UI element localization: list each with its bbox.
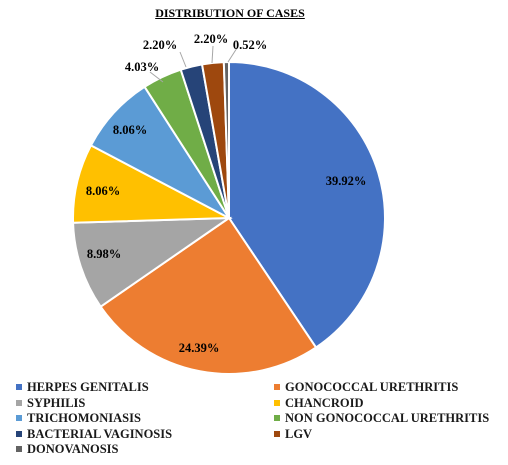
legend-item: CHANCROID [274, 396, 363, 410]
leader-line [179, 51, 187, 68]
data-label: 39.92% [326, 174, 367, 188]
legend-label: CHANCROID [285, 395, 364, 410]
data-label: 2.20% [143, 38, 177, 52]
legend-swatch [16, 415, 22, 422]
pie-slice-syphilis [72, 216, 233, 309]
legend-item: TRICHOMONIASIS [16, 411, 141, 425]
leader-line [227, 47, 238, 63]
legend-label: TRICHOMONIASIS [27, 411, 141, 425]
legend-label: DONOVANOSIS [27, 442, 119, 456]
data-label: 4.03% [125, 60, 159, 74]
legend-item: LGV [274, 427, 312, 441]
legend-label: HERPES GENITALIS [27, 380, 149, 394]
legend-swatch [16, 384, 22, 391]
legend-item: GONOCOCCAL URETHRITIS [274, 380, 458, 394]
leader-line [149, 71, 164, 83]
data-label: 8.06% [113, 123, 147, 137]
legend-swatch [16, 430, 22, 437]
legend-item: BACTERIAL VAGINOSIS [16, 427, 172, 441]
legend-label: BACTERIAL VAGINOSIS [27, 426, 173, 441]
legend-swatch [274, 399, 280, 406]
data-label: 0.52% [233, 38, 267, 52]
legend-swatch [274, 430, 280, 437]
chart-title: DISTRIBUTION OF CASES [155, 6, 305, 20]
leader-line [211, 45, 214, 64]
pie-slice-donovanosis [222, 60, 230, 219]
legend-item: SYPHILIS [16, 396, 85, 410]
pie-slice-herpes-genitalis [228, 60, 386, 349]
legend-swatch [274, 415, 280, 422]
legend-swatch [274, 384, 280, 391]
legend-label: LGV [285, 426, 313, 441]
legend-swatch [16, 399, 22, 406]
legend-swatch [16, 446, 22, 453]
pie-plot-area: 39.92% 24.39% 8.98% 8.06% 8.06% 4.03% 2.20% 2.2… [72, 32, 386, 375]
legend-item: HERPES GENITALIS [16, 380, 149, 394]
data-label: 24.39% [179, 341, 220, 355]
data-label: 8.98% [87, 247, 121, 261]
data-label: 2.20% [194, 32, 228, 46]
legend-label: GONOCOCCAL URETHRITIS [285, 380, 459, 394]
legend-item: DONOVANOSIS [16, 442, 118, 456]
pie-slice-gonococcal-urethritis [99, 216, 318, 375]
legend-label: SYPHILIS [27, 395, 86, 410]
legend-item: NON GONOCOCCAL URETHRITIS [274, 411, 489, 425]
legend-label: NON GONOCOCCAL URETHRITIS [285, 411, 490, 425]
data-label: 8.06% [86, 184, 120, 198]
